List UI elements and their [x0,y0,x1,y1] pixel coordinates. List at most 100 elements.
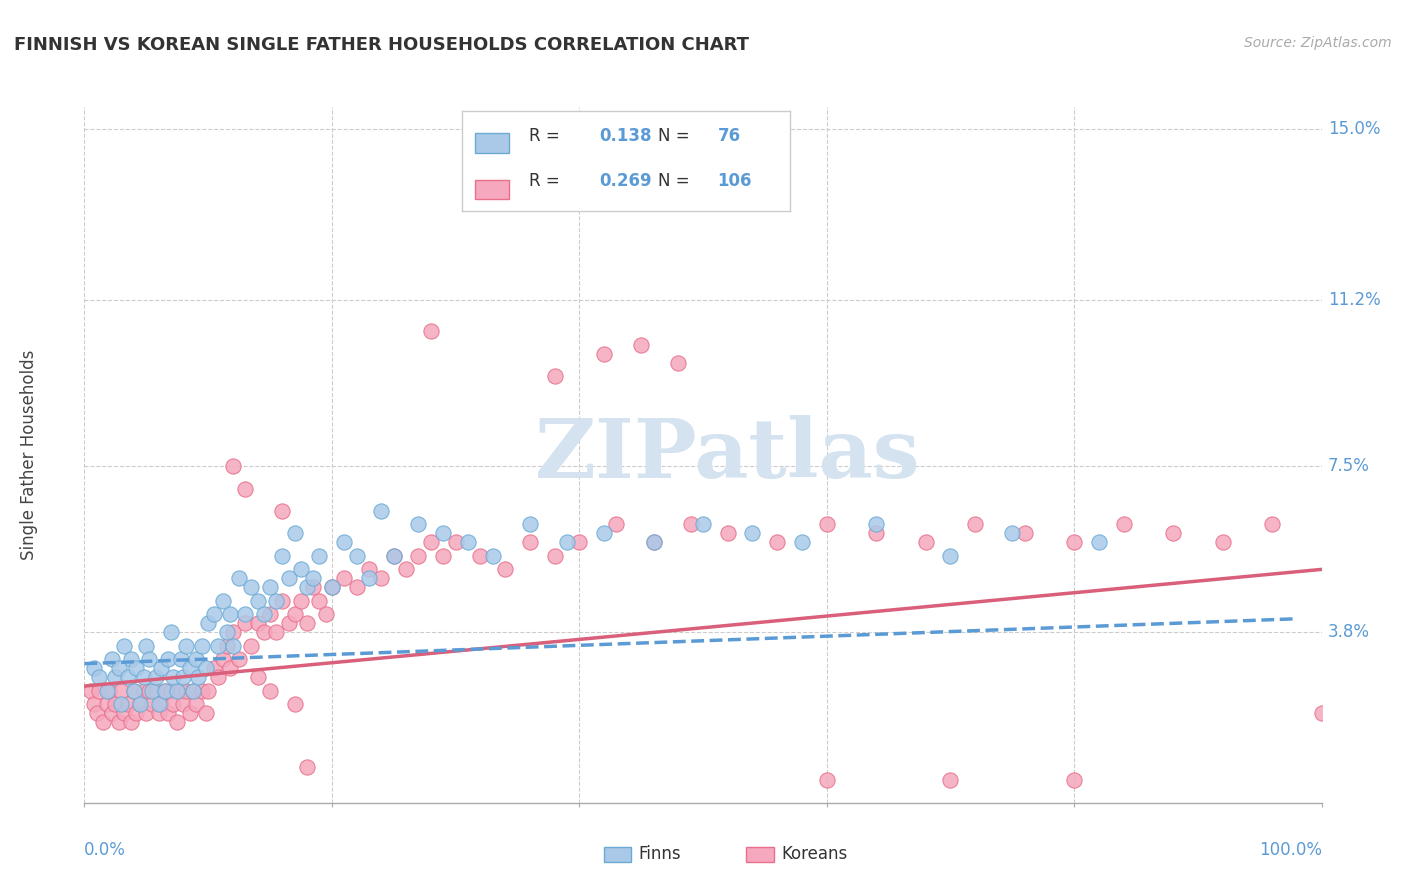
Point [174,639,197,653]
Point [481,549,503,563]
Point [179,661,201,675]
Point [138,683,160,698]
Point [153,683,176,698]
Point [1063,535,1085,549]
Point [138,652,160,666]
Point [939,549,962,563]
Point [132,683,155,698]
Text: 15.0%: 15.0% [1327,120,1381,138]
Text: Koreans: Koreans [780,846,848,863]
Point [259,580,281,594]
Point [233,482,256,496]
Point [96,683,118,698]
Point [1088,535,1111,549]
Point [519,535,541,549]
Point [357,562,380,576]
Point [120,652,142,666]
Point [153,683,176,698]
Point [295,760,318,774]
Point [91,714,114,729]
Point [679,517,702,532]
Point [100,652,122,666]
Point [162,670,184,684]
Point [630,338,652,352]
Point [129,697,152,711]
Point [1261,517,1284,532]
Point [470,549,492,563]
Point [181,683,204,698]
Point [555,535,578,549]
Point [219,661,242,675]
Point [135,639,157,653]
Point [259,683,281,698]
Point [643,535,665,549]
Text: ZIPatlas: ZIPatlas [536,415,921,495]
Point [865,517,887,532]
Text: 7.5%: 7.5% [1327,457,1369,475]
Text: 0.0%: 0.0% [84,841,127,859]
Point [207,639,229,653]
Point [83,661,105,675]
Point [593,526,616,541]
Point [790,535,813,549]
Point [191,683,214,698]
Point [939,773,962,788]
Point [321,580,343,594]
Point [643,535,665,549]
Point [98,683,121,698]
Point [141,697,163,711]
Point [1310,706,1333,720]
Text: Single Father Households: Single Father Households [20,350,38,560]
Point [419,535,441,549]
Point [150,661,173,675]
Point [1212,535,1234,549]
Point [108,714,131,729]
Point [125,661,148,675]
Point [110,683,132,698]
Point [277,616,299,631]
Point [233,616,256,631]
Point [419,325,441,339]
Text: 11.2%: 11.2% [1327,291,1381,309]
Point [290,562,312,576]
Text: 3.8%: 3.8% [1327,624,1369,641]
Point [333,571,356,585]
Point [117,697,139,711]
Point [135,706,157,720]
Point [1014,526,1036,541]
Point [494,562,516,576]
Point [246,594,269,608]
Point [315,607,337,622]
Point [112,706,135,720]
Point [104,670,127,684]
Point [295,580,318,594]
Point [166,683,188,698]
Point [277,571,299,585]
Point [166,714,188,729]
Point [264,594,287,608]
Text: 100.0%: 100.0% [1258,841,1322,859]
Point [79,683,101,698]
Point [568,535,591,549]
Point [145,670,167,684]
Point [170,652,193,666]
Point [170,683,193,698]
Point [346,549,368,563]
Point [965,517,987,532]
Point [129,697,152,711]
Point [766,535,789,549]
Point [692,517,714,532]
Point [284,607,307,622]
Point [346,580,368,594]
Point [308,594,330,608]
Point [1063,773,1085,788]
Point [157,652,180,666]
Point [187,670,209,684]
Point [222,459,245,474]
Point [382,549,405,563]
Point [148,697,170,711]
Point [202,661,225,675]
Point [212,594,235,608]
Point [321,580,343,594]
Point [741,526,763,541]
